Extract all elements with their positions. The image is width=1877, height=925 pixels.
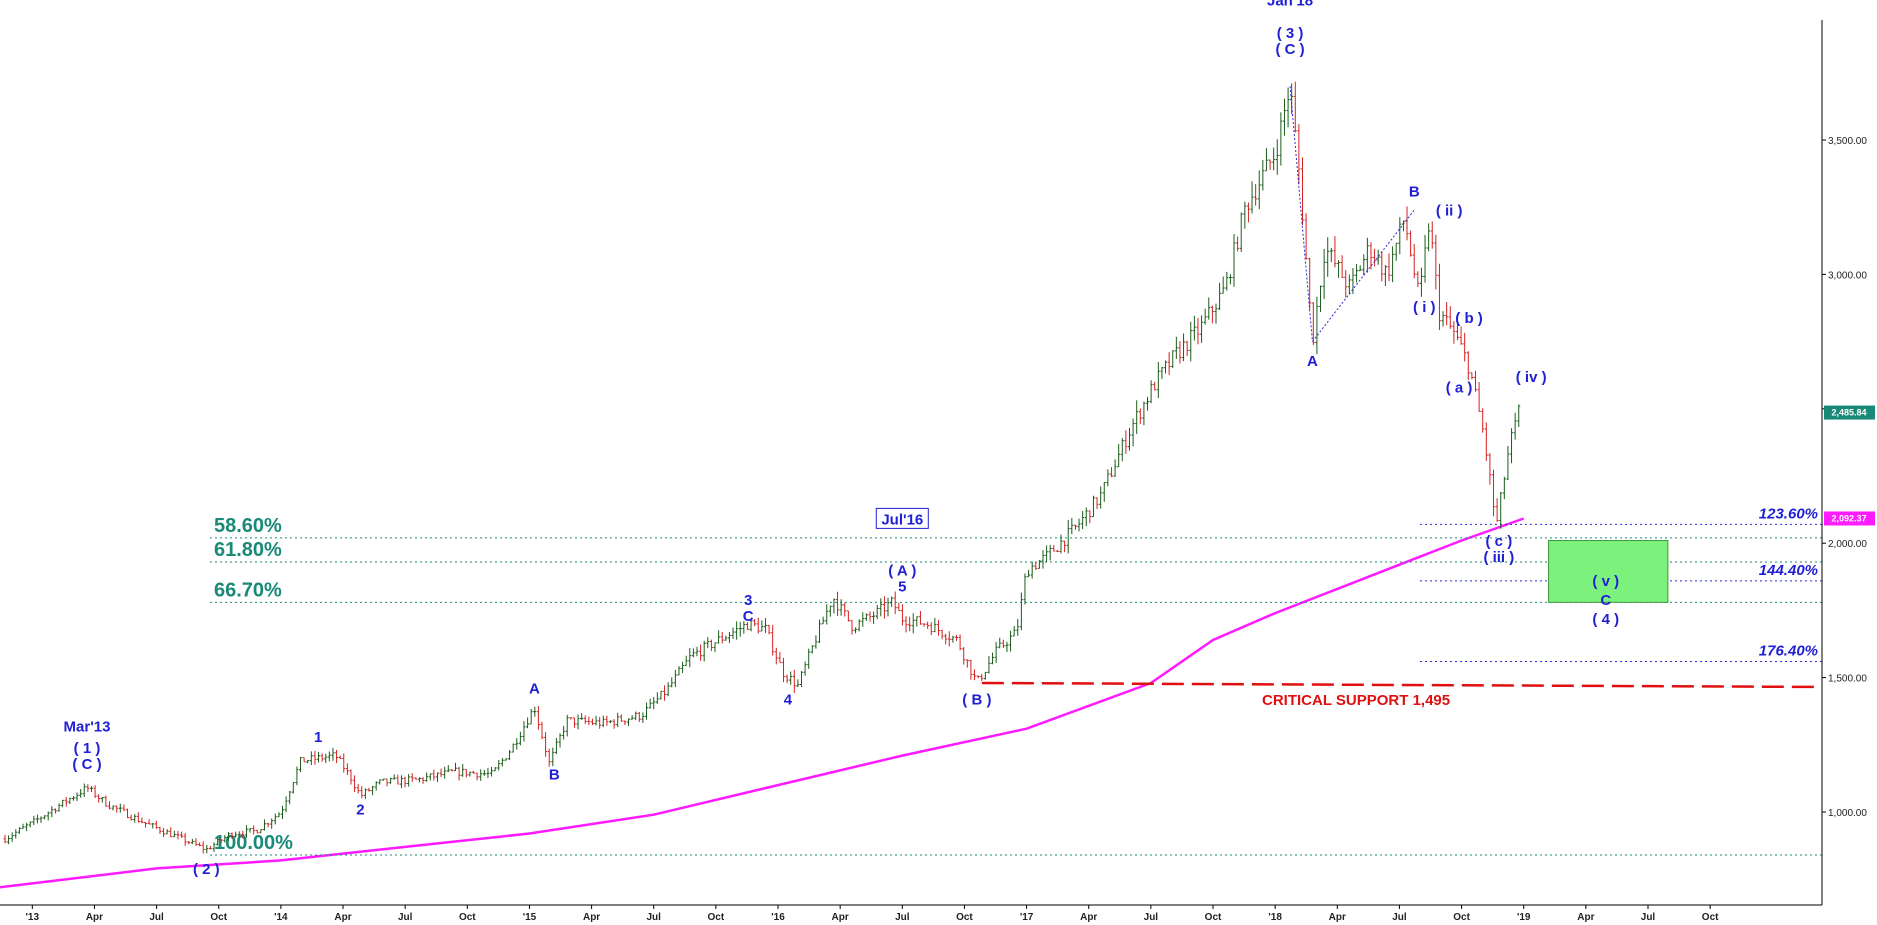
wave-label: ( b ) — [1455, 310, 1483, 327]
x-tick-label: Jul — [1641, 912, 1656, 923]
x-tick-label: Oct — [708, 912, 725, 923]
wave-label: C — [1600, 592, 1611, 609]
fib-retracement-label: 100.00% — [214, 832, 293, 854]
x-tick-label: Oct — [1205, 912, 1222, 923]
x-tick-label: '14 — [274, 912, 288, 923]
x-tick-label: Jul — [1144, 912, 1159, 923]
x-tick-label: Apr — [86, 912, 103, 923]
wave-label: ( 3 ) — [1277, 25, 1304, 42]
wave-label: ( ii ) — [1436, 202, 1463, 219]
fib-retracement-label: 58.60% — [214, 515, 282, 537]
fib-extension-label: 123.60% — [1759, 505, 1818, 522]
x-tick-label: '19 — [1517, 912, 1531, 923]
x-tick-label: '16 — [771, 912, 785, 923]
x-tick-label: Apr — [334, 912, 351, 923]
wave-label: Mar'13 — [64, 718, 111, 735]
wave-label: A — [1307, 353, 1318, 370]
x-tick-label: '17 — [1020, 912, 1034, 923]
wave-label: ( c ) — [1486, 533, 1513, 550]
fib-extension-label: 144.40% — [1759, 562, 1818, 579]
wave-label: ( a ) — [1446, 380, 1473, 397]
x-tick-label: '18 — [1268, 912, 1282, 923]
y-tick-label: 2,000.00 — [1828, 539, 1867, 550]
boxed-label-frame — [875, 507, 929, 529]
y-tick-label: 1,000.00 — [1828, 808, 1867, 819]
wave-label: B — [549, 767, 560, 784]
moving-average-path — [0, 517, 1525, 889]
wave-label: ( iii ) — [1483, 549, 1514, 566]
x-tick-label: Oct — [210, 912, 227, 923]
x-tick-label: Oct — [956, 912, 973, 923]
wave-label: ( 2 ) — [193, 861, 220, 878]
x-tick-label: Oct — [1453, 912, 1470, 923]
price-candles — [3, 81, 1521, 854]
fib-extension-label: 176.40% — [1759, 642, 1818, 659]
target-zone — [1548, 540, 1669, 603]
boxed-label: Jul'16 — [881, 511, 923, 528]
wave-label: ( A ) — [888, 562, 916, 579]
x-tick-label: Jul — [895, 912, 910, 923]
x-tick-label: Jul — [647, 912, 662, 923]
moving-average-line — [0, 517, 1525, 889]
wave-label: 2 — [356, 802, 364, 819]
critical-support-level: CRITICAL SUPPORT 1,495 — [981, 681, 1823, 709]
price-tag-label: 2,092.37 — [1831, 513, 1866, 523]
wave-label: ( C ) — [72, 756, 101, 773]
wave-connector — [1289, 86, 1313, 342]
y-tick-label: 1,500.00 — [1828, 674, 1867, 685]
axes: 1,000.001,500.002,000.002,500.003,000.00… — [0, 20, 1875, 923]
x-tick-label: Apr — [832, 912, 849, 923]
x-tick-label: Jul — [1392, 912, 1407, 923]
wave-label: ( C ) — [1275, 41, 1304, 58]
wave-label: Jan'18 — [1267, 0, 1313, 10]
fib-retracement-label: 61.80% — [214, 539, 282, 561]
x-tick-label: Apr — [1577, 912, 1594, 923]
wave-label: ( 4 ) — [1592, 611, 1619, 628]
wave-label: 4 — [784, 691, 793, 708]
critical-support-line — [981, 681, 1823, 689]
x-tick-label: Apr — [1080, 912, 1097, 923]
price-tag — [1824, 511, 1875, 526]
critical-support-label: CRITICAL SUPPORT 1,495 — [1262, 692, 1450, 709]
fibonacci-levels: 58.60%61.80% 66.70% 100.00% 123.60% 144.40% 1… — [210, 505, 1822, 856]
wave-label: ( B ) — [962, 691, 991, 708]
price-tag — [1824, 405, 1875, 420]
wave-label: ( i ) — [1413, 299, 1436, 316]
wave-label: 5 — [898, 579, 906, 596]
wave-label: ( v ) — [1592, 573, 1619, 590]
wave-label: ( 1 ) — [74, 740, 101, 757]
wave-label: B — [1409, 183, 1420, 200]
y-tick-label: 3,500.00 — [1828, 136, 1867, 147]
x-tick-label: '13 — [26, 912, 40, 923]
y-tick-label: 3,000.00 — [1828, 270, 1867, 281]
price-tag-label: 2,485.84 — [1831, 408, 1866, 418]
fib-retracement-label: 66.70% — [214, 579, 282, 601]
wave-label: A — [529, 681, 540, 698]
x-tick-label: Oct — [1702, 912, 1719, 923]
x-tick-label: Jul — [398, 912, 413, 923]
x-tick-label: '15 — [523, 912, 537, 923]
wave-label: 3 — [744, 592, 752, 609]
x-tick-label: Jul — [149, 912, 164, 923]
x-tick-label: Apr — [583, 912, 600, 923]
wave-label: ( iv ) — [1516, 369, 1547, 386]
x-tick-label: Oct — [459, 912, 476, 923]
wave-label: C — [743, 608, 754, 625]
x-tick-label: Apr — [1329, 912, 1346, 923]
target-zone-box — [1548, 540, 1669, 603]
wave-label: 1 — [314, 729, 322, 746]
